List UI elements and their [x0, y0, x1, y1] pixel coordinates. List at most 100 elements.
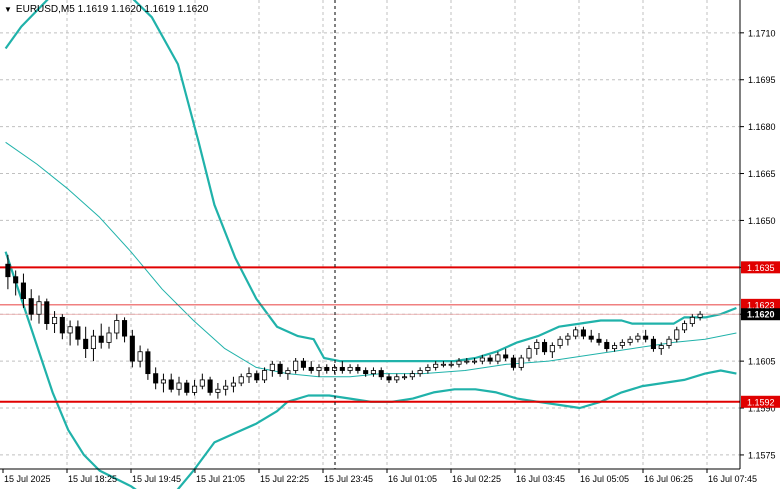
candle-body — [565, 335, 571, 340]
candle-body — [479, 357, 485, 362]
candle-body — [588, 335, 594, 340]
candle-body — [433, 363, 439, 368]
candle-body — [308, 366, 314, 371]
candle-body — [355, 366, 361, 371]
time-tick-label: 15 Jul 2025 — [4, 474, 51, 484]
candle-body — [495, 354, 501, 362]
candle-body — [215, 388, 221, 393]
candle-body — [160, 379, 166, 384]
time-tick-label: 15 Jul 22:25 — [260, 474, 309, 484]
candle-body — [472, 360, 478, 363]
candle-body — [324, 366, 330, 371]
candle-body — [199, 379, 205, 387]
time-tick-label: 15 Jul 19:45 — [132, 474, 181, 484]
candle-body — [635, 335, 641, 340]
candle-body — [13, 276, 19, 284]
bollinger-upper-line — [4, 0, 737, 363]
price-label-bg-support — [741, 395, 780, 408]
candle-body — [456, 360, 462, 365]
candle-body — [129, 335, 135, 362]
time-tick-label: 15 Jul 21:05 — [196, 474, 245, 484]
price-tick-label: 1.1575 — [748, 450, 776, 460]
candle-body — [503, 354, 509, 359]
candle-body — [487, 357, 493, 362]
candle-body — [580, 329, 586, 337]
horizontal-levels[interactable] — [0, 266, 740, 403]
time-axis: 15 Jul 2025 15 Jul 18:25 15 Jul 19:45 15 Ju… — [2, 469, 757, 484]
candle-body — [254, 373, 260, 381]
candle-body — [674, 329, 680, 340]
price-label-bg-ask — [741, 298, 780, 311]
candle-body — [549, 345, 555, 353]
candle-body — [137, 351, 143, 362]
candle-body — [378, 370, 384, 378]
candle-body — [666, 338, 672, 346]
time-tick-label: 16 Jul 07:45 — [708, 474, 757, 484]
candle-body — [44, 301, 50, 325]
chart-header: ▼ EURUSD,M5 1.1619 1.1620 1.1619 1.1620 — [4, 4, 208, 15]
price-tick-label: 1.1680 — [748, 122, 776, 132]
candle-body — [153, 373, 159, 384]
dropdown-arrow-icon[interactable]: ▼ — [4, 5, 12, 14]
price-tick-label: 1.1590 — [748, 404, 776, 414]
candle-body — [207, 379, 213, 393]
symbol-quote-text: EURUSD,M5 1.1619 1.1620 1.1619 1.1620 — [15, 4, 209, 15]
price-label-bid: 1.1620 — [747, 310, 775, 320]
candle-body — [192, 385, 198, 393]
candle-body — [448, 363, 454, 366]
candle-body — [604, 341, 610, 350]
candle-body — [90, 335, 96, 350]
time-tick-label: 15 Jul 18:25 — [68, 474, 117, 484]
candle-body — [402, 376, 408, 379]
candle-body — [627, 338, 633, 343]
candle-body — [573, 329, 579, 337]
candle-body — [417, 370, 423, 375]
candle-body — [238, 376, 244, 384]
price-tick-label: 1.1650 — [748, 216, 776, 226]
candle-body — [114, 320, 120, 334]
grid — [0, 0, 740, 469]
candle-body — [285, 370, 291, 375]
candle-body — [246, 373, 252, 378]
candle-body — [28, 298, 34, 315]
candle-body — [425, 366, 431, 371]
candle-body — [75, 326, 81, 340]
candle-body — [643, 335, 649, 340]
price-label-ask: 1.1623 — [747, 300, 775, 310]
candle-body — [682, 323, 688, 331]
candle-body — [293, 360, 299, 371]
candle-body — [269, 363, 275, 371]
price-tick-label: 1.1605 — [748, 357, 776, 367]
candle-body — [5, 263, 11, 278]
price-axis-panel[interactable] — [740, 0, 781, 469]
candle-body — [262, 370, 268, 381]
candle-body — [20, 282, 26, 299]
candlesticks — [5, 254, 703, 399]
time-tick-label: 16 Jul 05:05 — [580, 474, 629, 484]
candle-body — [612, 345, 618, 350]
candle-body — [557, 338, 563, 346]
time-tick-label: 16 Jul 01:05 — [388, 474, 437, 484]
time-tick-label: 16 Jul 03:45 — [516, 474, 565, 484]
candle-body — [83, 338, 89, 350]
candle-body — [370, 370, 376, 375]
candle-body — [464, 360, 470, 363]
candle-body — [596, 338, 602, 343]
candle-body — [658, 345, 664, 350]
candle-body — [697, 313, 703, 318]
price-label-support: 1.1592 — [747, 397, 775, 407]
candle-body — [184, 382, 190, 393]
candle-body — [650, 338, 656, 350]
candle-body — [145, 351, 151, 375]
candle-body — [386, 376, 392, 381]
candle-body — [277, 363, 283, 375]
candle-body — [168, 379, 174, 390]
price-label-resistance: 1.1635 — [747, 263, 775, 273]
time-tick-label: 16 Jul 02:25 — [452, 474, 501, 484]
candle-body — [316, 366, 322, 371]
candle-body — [409, 373, 415, 378]
